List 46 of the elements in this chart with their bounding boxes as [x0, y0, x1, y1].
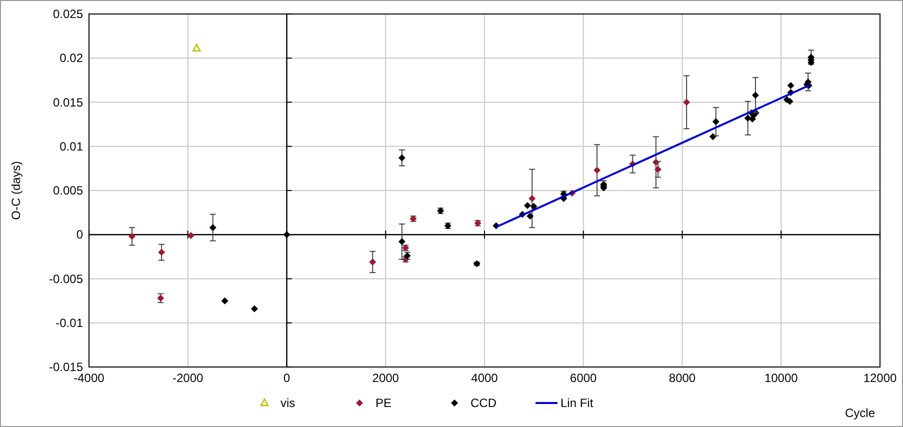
y-tick-label: 0.025 — [52, 7, 84, 21]
point — [398, 154, 406, 162]
point — [250, 305, 258, 312]
x-tick-label: 6000 — [570, 371, 598, 385]
y-tick-label: -0.015 — [48, 360, 84, 374]
y-tick-label: -0.01 — [56, 316, 84, 330]
y-tick-label: 0 — [76, 228, 84, 242]
x-tick-label: 2000 — [372, 371, 400, 385]
x-tick-label: 10000 — [764, 371, 798, 385]
y-tick-label: 0.005 — [52, 184, 84, 198]
y-tick-label: 0.015 — [52, 95, 84, 110]
point — [530, 202, 538, 210]
point — [752, 92, 759, 99]
y-tick-label: 0.02 — [60, 51, 84, 66]
point — [524, 202, 531, 210]
y-tick-label: -0.005 — [48, 272, 84, 286]
y-tick-label: 0.01 — [60, 139, 84, 154]
x-tick-label: 12000 — [863, 371, 898, 385]
point — [187, 232, 194, 240]
point — [748, 116, 756, 123]
x-tick-label: 8000 — [668, 371, 696, 385]
x-tick-label: -4000 — [74, 371, 105, 385]
legend-label: vis — [280, 396, 296, 410]
point — [158, 248, 166, 256]
point — [369, 258, 376, 266]
x-axis-title: Cycle — [844, 406, 876, 420]
point — [787, 82, 794, 89]
point — [528, 194, 536, 202]
point — [209, 224, 216, 232]
point — [712, 118, 720, 126]
legend-label: PE — [376, 396, 392, 410]
y-axis-title: O-C (days) — [9, 161, 23, 220]
x-tick-label: 0 — [283, 371, 290, 385]
legend-label: CCD — [470, 396, 497, 410]
point — [683, 98, 690, 106]
x-tick-label: 4000 — [471, 371, 498, 385]
point — [221, 297, 228, 304]
point — [398, 238, 406, 246]
point — [526, 212, 534, 220]
point — [283, 231, 290, 238]
point — [654, 166, 662, 173]
point — [192, 44, 201, 52]
point — [128, 232, 136, 240]
legend-label: Lin Fit — [560, 396, 594, 410]
point — [594, 166, 601, 174]
x-tick-label: -2000 — [172, 371, 204, 385]
